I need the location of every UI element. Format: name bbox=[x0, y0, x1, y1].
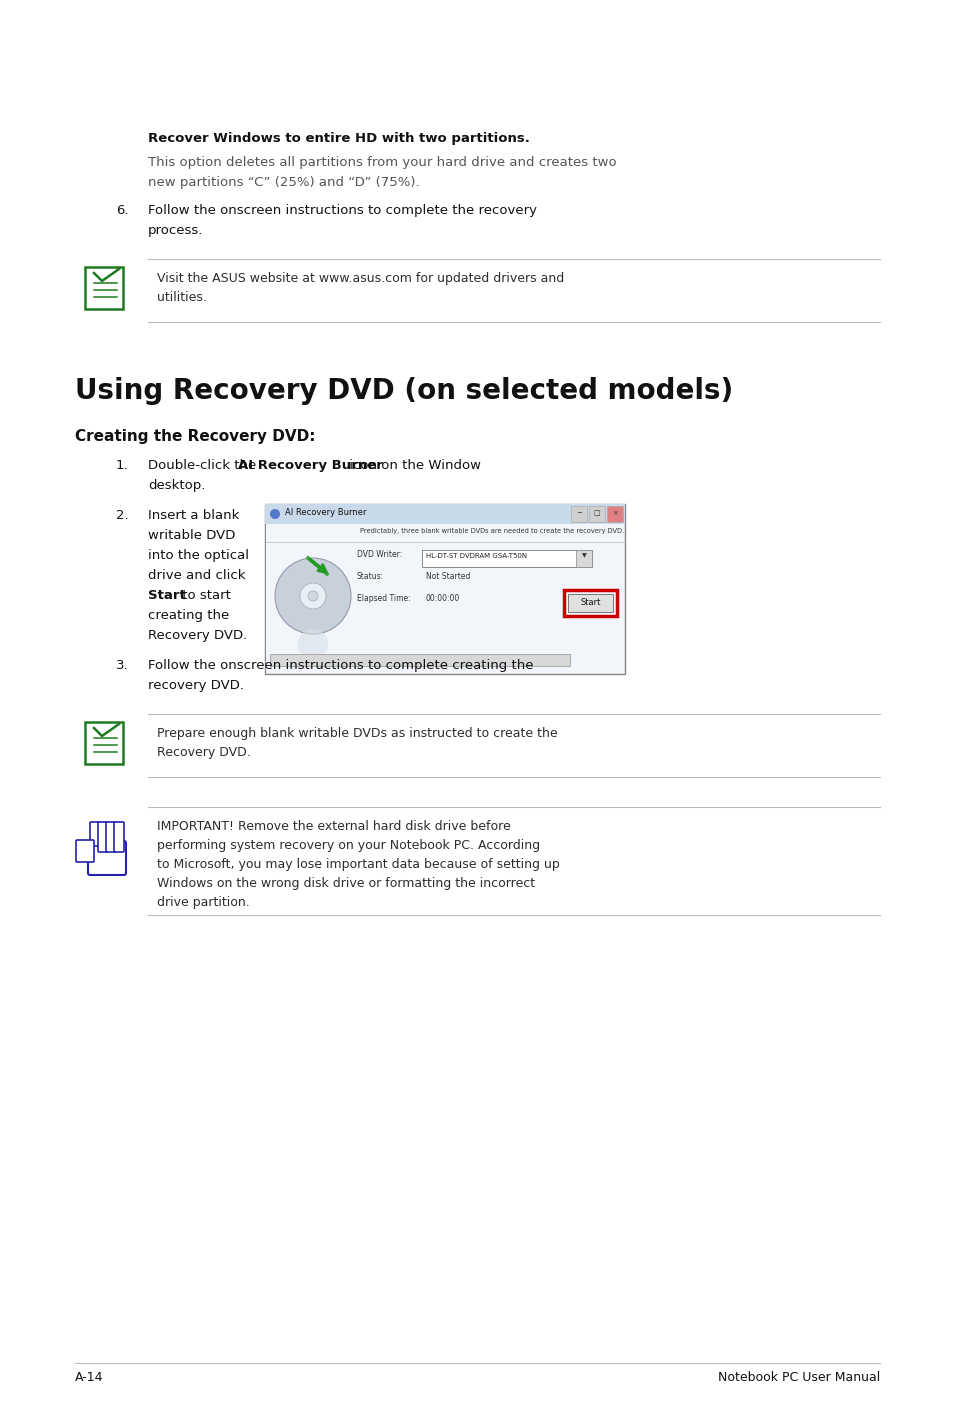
Circle shape bbox=[299, 583, 326, 608]
Text: Start: Start bbox=[579, 598, 600, 607]
Text: 00:00:00: 00:00:00 bbox=[426, 594, 459, 603]
Text: AI Recovery Burner: AI Recovery Burner bbox=[237, 459, 382, 472]
Text: Follow the onscreen instructions to complete the recovery: Follow the onscreen instructions to comp… bbox=[148, 204, 537, 217]
FancyBboxPatch shape bbox=[270, 654, 569, 666]
Text: ▼: ▼ bbox=[581, 553, 586, 559]
Text: utilities.: utilities. bbox=[157, 291, 207, 303]
Text: performing system recovery on your Notebook PC. According: performing system recovery on your Noteb… bbox=[157, 839, 539, 852]
Text: IMPORTANT! Remove the external hard disk drive before: IMPORTANT! Remove the external hard disk… bbox=[157, 820, 510, 832]
FancyBboxPatch shape bbox=[113, 822, 124, 852]
Text: AI Recovery Burner: AI Recovery Burner bbox=[285, 508, 366, 518]
Text: HL-DT-ST DVDRAM GSA-T50N: HL-DT-ST DVDRAM GSA-T50N bbox=[426, 553, 527, 559]
FancyBboxPatch shape bbox=[106, 822, 116, 852]
Text: recovery DVD.: recovery DVD. bbox=[148, 679, 244, 692]
FancyBboxPatch shape bbox=[265, 503, 624, 674]
Text: 6.: 6. bbox=[116, 204, 129, 217]
Text: ─: ─ bbox=[577, 510, 580, 516]
FancyBboxPatch shape bbox=[98, 822, 108, 852]
Text: Recovery DVD.: Recovery DVD. bbox=[148, 630, 247, 642]
Circle shape bbox=[297, 630, 328, 659]
Text: Windows on the wrong disk drive or formatting the incorrect: Windows on the wrong disk drive or forma… bbox=[157, 876, 535, 891]
Text: into the optical: into the optical bbox=[148, 549, 249, 562]
Text: 1.: 1. bbox=[116, 459, 129, 472]
Circle shape bbox=[270, 509, 280, 519]
FancyBboxPatch shape bbox=[606, 506, 622, 522]
Text: drive and click: drive and click bbox=[148, 569, 245, 581]
Text: Visit the ASUS website at www.asus.com for updated drivers and: Visit the ASUS website at www.asus.com f… bbox=[157, 272, 563, 285]
Text: creating the: creating the bbox=[148, 608, 229, 623]
FancyBboxPatch shape bbox=[567, 594, 613, 613]
Text: icon on the Window: icon on the Window bbox=[344, 459, 480, 472]
Text: Not Started: Not Started bbox=[426, 571, 470, 581]
Text: Predictably, three blank writable DVDs are needed to create the recovery DVD.: Predictably, three blank writable DVDs a… bbox=[359, 527, 623, 535]
Text: □: □ bbox=[593, 510, 599, 516]
Text: This option deletes all partitions from your hard drive and creates two: This option deletes all partitions from … bbox=[148, 156, 616, 169]
Text: Creating the Recovery DVD:: Creating the Recovery DVD: bbox=[75, 430, 315, 444]
Text: to Microsoft, you may lose important data because of setting up: to Microsoft, you may lose important dat… bbox=[157, 858, 559, 871]
FancyBboxPatch shape bbox=[85, 722, 123, 764]
Text: Prepare enough blank writable DVDs as instructed to create the: Prepare enough blank writable DVDs as in… bbox=[157, 727, 558, 740]
Text: DVD Writer:: DVD Writer: bbox=[356, 550, 402, 559]
FancyBboxPatch shape bbox=[421, 550, 592, 567]
Text: Recovery DVD.: Recovery DVD. bbox=[157, 746, 251, 759]
Text: ×: × bbox=[612, 510, 618, 516]
FancyBboxPatch shape bbox=[76, 839, 94, 862]
Text: Status:: Status: bbox=[356, 571, 384, 581]
FancyBboxPatch shape bbox=[85, 267, 123, 309]
Text: Recover Windows to entire HD with two partitions.: Recover Windows to entire HD with two pa… bbox=[148, 132, 529, 145]
Text: A-14: A-14 bbox=[75, 1371, 103, 1384]
FancyBboxPatch shape bbox=[266, 525, 623, 674]
Text: Elapsed Time:: Elapsed Time: bbox=[356, 594, 410, 603]
FancyBboxPatch shape bbox=[90, 822, 100, 847]
Text: process.: process. bbox=[148, 224, 203, 237]
FancyBboxPatch shape bbox=[571, 506, 586, 522]
Circle shape bbox=[308, 591, 317, 601]
Text: new partitions “C” (25%) and “D” (75%).: new partitions “C” (25%) and “D” (75%). bbox=[148, 176, 419, 189]
Circle shape bbox=[274, 559, 351, 634]
Text: writable DVD: writable DVD bbox=[148, 529, 235, 542]
FancyBboxPatch shape bbox=[588, 506, 604, 522]
Text: Using Recovery DVD (on selected models): Using Recovery DVD (on selected models) bbox=[75, 377, 733, 406]
Text: drive partition.: drive partition. bbox=[157, 896, 250, 909]
FancyBboxPatch shape bbox=[88, 841, 126, 875]
Text: Follow the onscreen instructions to complete creating the: Follow the onscreen instructions to comp… bbox=[148, 659, 533, 672]
Text: Insert a blank: Insert a blank bbox=[148, 509, 239, 522]
Text: Notebook PC User Manual: Notebook PC User Manual bbox=[717, 1371, 879, 1384]
Text: 2.: 2. bbox=[116, 509, 129, 522]
Text: Double-click the: Double-click the bbox=[148, 459, 260, 472]
FancyBboxPatch shape bbox=[576, 550, 592, 567]
FancyBboxPatch shape bbox=[265, 503, 624, 525]
Text: 3.: 3. bbox=[116, 659, 129, 672]
Text: Start: Start bbox=[148, 588, 186, 603]
Text: desktop.: desktop. bbox=[148, 479, 205, 492]
Text: to start: to start bbox=[177, 588, 231, 603]
